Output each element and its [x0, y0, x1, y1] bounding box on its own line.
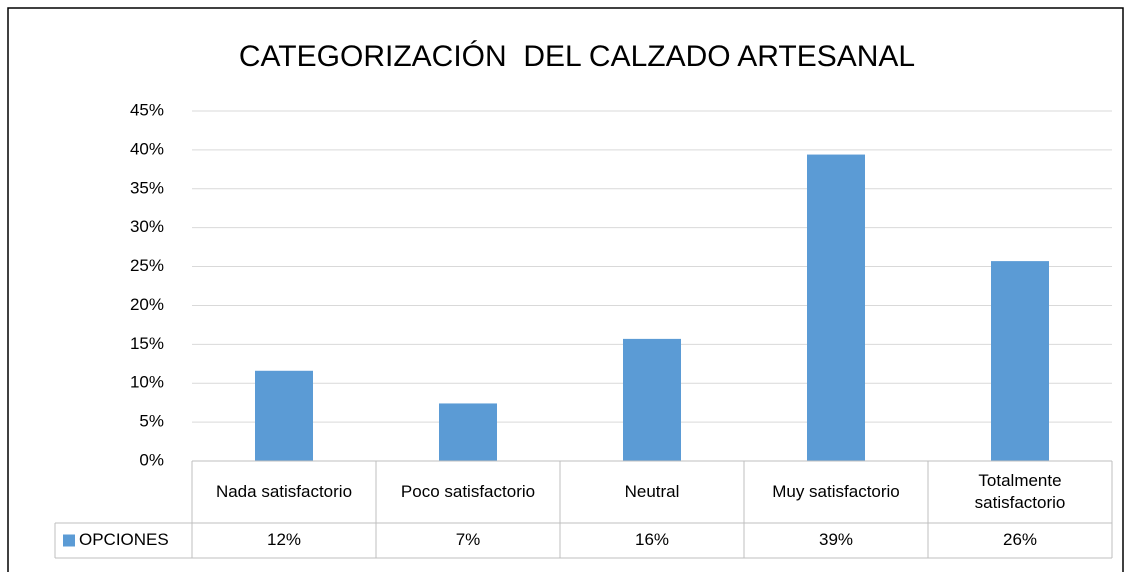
x-tick-label-box: Nada satisfactorio	[215, 482, 353, 501]
y-tick-label: 20%	[130, 295, 164, 314]
x-tick-label: Totalmente satisfactorio	[974, 471, 1066, 512]
y-tick-label: 15%	[130, 334, 164, 353]
y-tick-label: 45%	[130, 100, 164, 119]
x-tick-label-box: Poco satisfactorio	[400, 482, 536, 501]
bar	[439, 403, 497, 461]
y-tick-label: 40%	[130, 139, 164, 158]
x-tick-label: Muy satisfactorio	[772, 482, 900, 501]
x-tick-label-box: Muy satisfactorio	[772, 482, 900, 501]
y-tick-label: 35%	[130, 178, 164, 197]
x-tick-label-box: Neutral	[624, 482, 680, 501]
bar	[807, 154, 865, 462]
y-tick-label: 25%	[130, 256, 164, 275]
legend-label: OPCIONES	[79, 530, 169, 549]
data-table-value: 26%	[1003, 530, 1037, 549]
bar	[255, 370, 313, 461]
chart-frame	[7, 7, 1124, 572]
data-table-value: 12%	[267, 530, 301, 549]
data-table-value: 16%	[635, 530, 669, 549]
x-tick-label: Neutral	[624, 482, 680, 501]
legend-swatch	[63, 534, 75, 547]
bar	[623, 338, 681, 461]
y-tick-label: 5%	[139, 412, 164, 431]
x-tick-label: Nada satisfactorio	[215, 482, 353, 501]
y-tick-label: 0%	[139, 450, 164, 469]
chart-title: CATEGORIZACIÓN DEL CALZADO ARTESANAL	[239, 40, 915, 73]
bar	[991, 261, 1049, 461]
data-table-value: 7%	[456, 530, 481, 549]
y-tick-label: 30%	[130, 217, 164, 236]
data-table-value: 39%	[819, 530, 853, 549]
x-tick-label-box: Totalmente satisfactorio	[974, 471, 1066, 512]
x-tick-label: Poco satisfactorio	[400, 482, 536, 501]
y-tick-label: 10%	[130, 373, 164, 392]
